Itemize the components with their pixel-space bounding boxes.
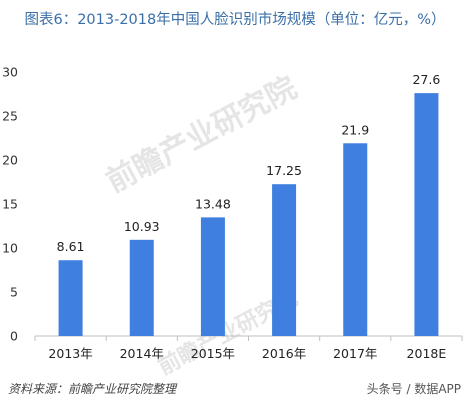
bar-value-label: 10.93 — [124, 219, 160, 234]
bar-value-label: 8.61 — [57, 239, 85, 254]
bar-value-label: 17.25 — [266, 163, 302, 178]
y-tick-label: 10 — [2, 241, 18, 256]
x-category-label: 2015年 — [191, 346, 235, 361]
y-tick-label: 15 — [2, 197, 18, 212]
bar — [343, 143, 368, 336]
bar — [272, 184, 297, 336]
bar — [200, 217, 225, 336]
bar — [414, 93, 439, 337]
bar — [129, 239, 154, 336]
bar-value-label: 21.9 — [341, 122, 369, 137]
bar-value-label: 27.6 — [412, 72, 440, 87]
y-tick-label: 30 — [2, 65, 18, 80]
x-category-label: 2018E — [407, 346, 447, 361]
credit-note: 头条号 / 数据APP — [366, 382, 461, 396]
y-tick-label: 20 — [2, 153, 18, 168]
bar-value-label: 13.48 — [195, 196, 231, 211]
x-category-label: 2017年 — [333, 346, 377, 361]
x-category-label: 2016年 — [262, 346, 306, 361]
y-tick-label: 0 — [10, 329, 18, 344]
x-category-label: 2013年 — [48, 346, 92, 361]
x-category-label: 2014年 — [120, 346, 164, 361]
source-note: 资料来源：前瞻产业研究院整理 — [8, 382, 177, 396]
y-tick-label: 5 — [10, 285, 18, 300]
chart-title: 图表6：2013-2018年中国人脸识别市场规模（单位：亿元，%） — [24, 12, 446, 28]
bar — [58, 260, 83, 336]
y-tick-label: 25 — [2, 109, 18, 124]
